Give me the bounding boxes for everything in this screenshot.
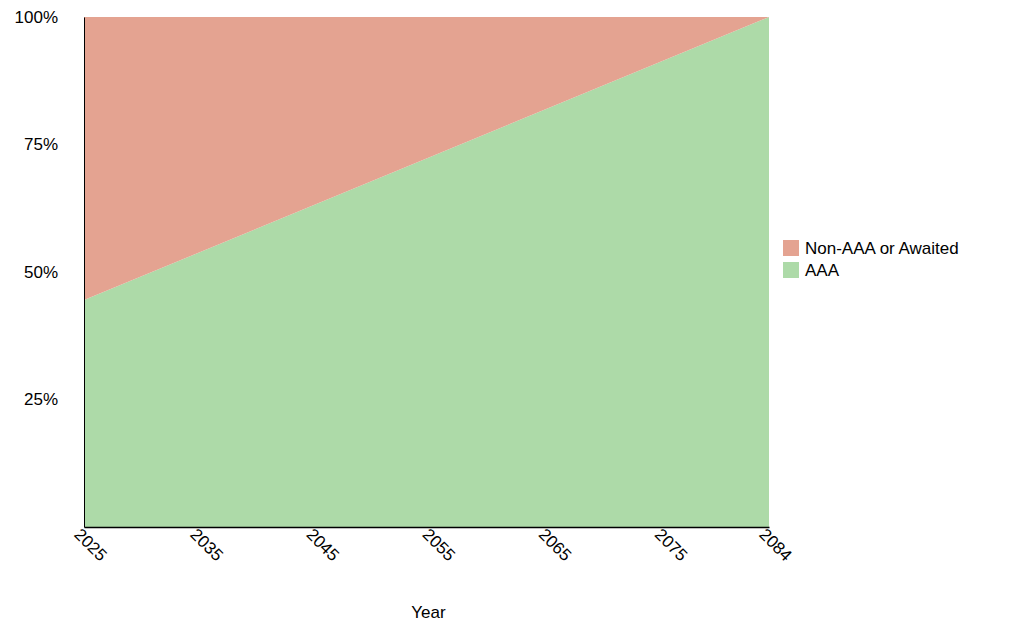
x-axis-title: Year	[411, 603, 446, 622]
x-tick: 2084	[755, 525, 795, 565]
area	[84, 17, 769, 527]
legend-swatch	[783, 240, 799, 256]
plot: 25% 50% 75% 100% 2025 2035 2045 2055 2065 2075 208…	[15, 8, 796, 565]
legend-label: Non-AAA or Awaited	[805, 239, 959, 258]
x-tick: 2075	[651, 525, 691, 565]
legend-label: AAA	[805, 261, 840, 280]
legend-swatch	[783, 262, 799, 278]
legend: Non-AAA or Awaited AAA	[783, 239, 959, 280]
x-tick-label: 2045	[303, 525, 343, 565]
chart: 25% 50% 75% 100% 2025 2035 2045 2055 2065 2075 208…	[0, 0, 1024, 635]
legend-item: AAA	[783, 261, 840, 280]
y-axis: 25% 50% 75% 100%	[15, 8, 85, 528]
y-axis-line	[84, 18, 85, 528]
x-tick-label: 2084	[755, 525, 795, 565]
y-tick: 75%	[24, 135, 84, 154]
x-tick: 2055	[419, 525, 459, 565]
x-tick: 2025	[70, 525, 110, 565]
area	[84, 17, 769, 300]
y-tick-label: 50%	[24, 263, 58, 282]
x-tick-label: 2035	[186, 525, 226, 565]
y-tick: 100%	[15, 8, 84, 27]
x-tick-label: 2075	[651, 525, 691, 565]
y-tick-label: 25%	[24, 390, 58, 409]
y-tick-label: 100%	[15, 8, 58, 27]
areas	[84, 17, 769, 527]
x-tick-label: 2025	[70, 525, 110, 565]
x-tick: 2065	[535, 525, 575, 565]
x-tick: 2035	[186, 525, 226, 565]
x-tick-label: 2055	[419, 525, 459, 565]
y-tick: 50%	[24, 263, 84, 282]
x-axis: 2025 2035 2045 2055 2065 2075 2084	[70, 525, 795, 565]
x-tick-label: 2065	[535, 525, 575, 565]
x-tick: 2045	[303, 525, 343, 565]
y-tick: 25%	[24, 390, 84, 409]
y-tick-label: 75%	[24, 135, 58, 154]
legend-item: Non-AAA or Awaited	[783, 239, 959, 258]
